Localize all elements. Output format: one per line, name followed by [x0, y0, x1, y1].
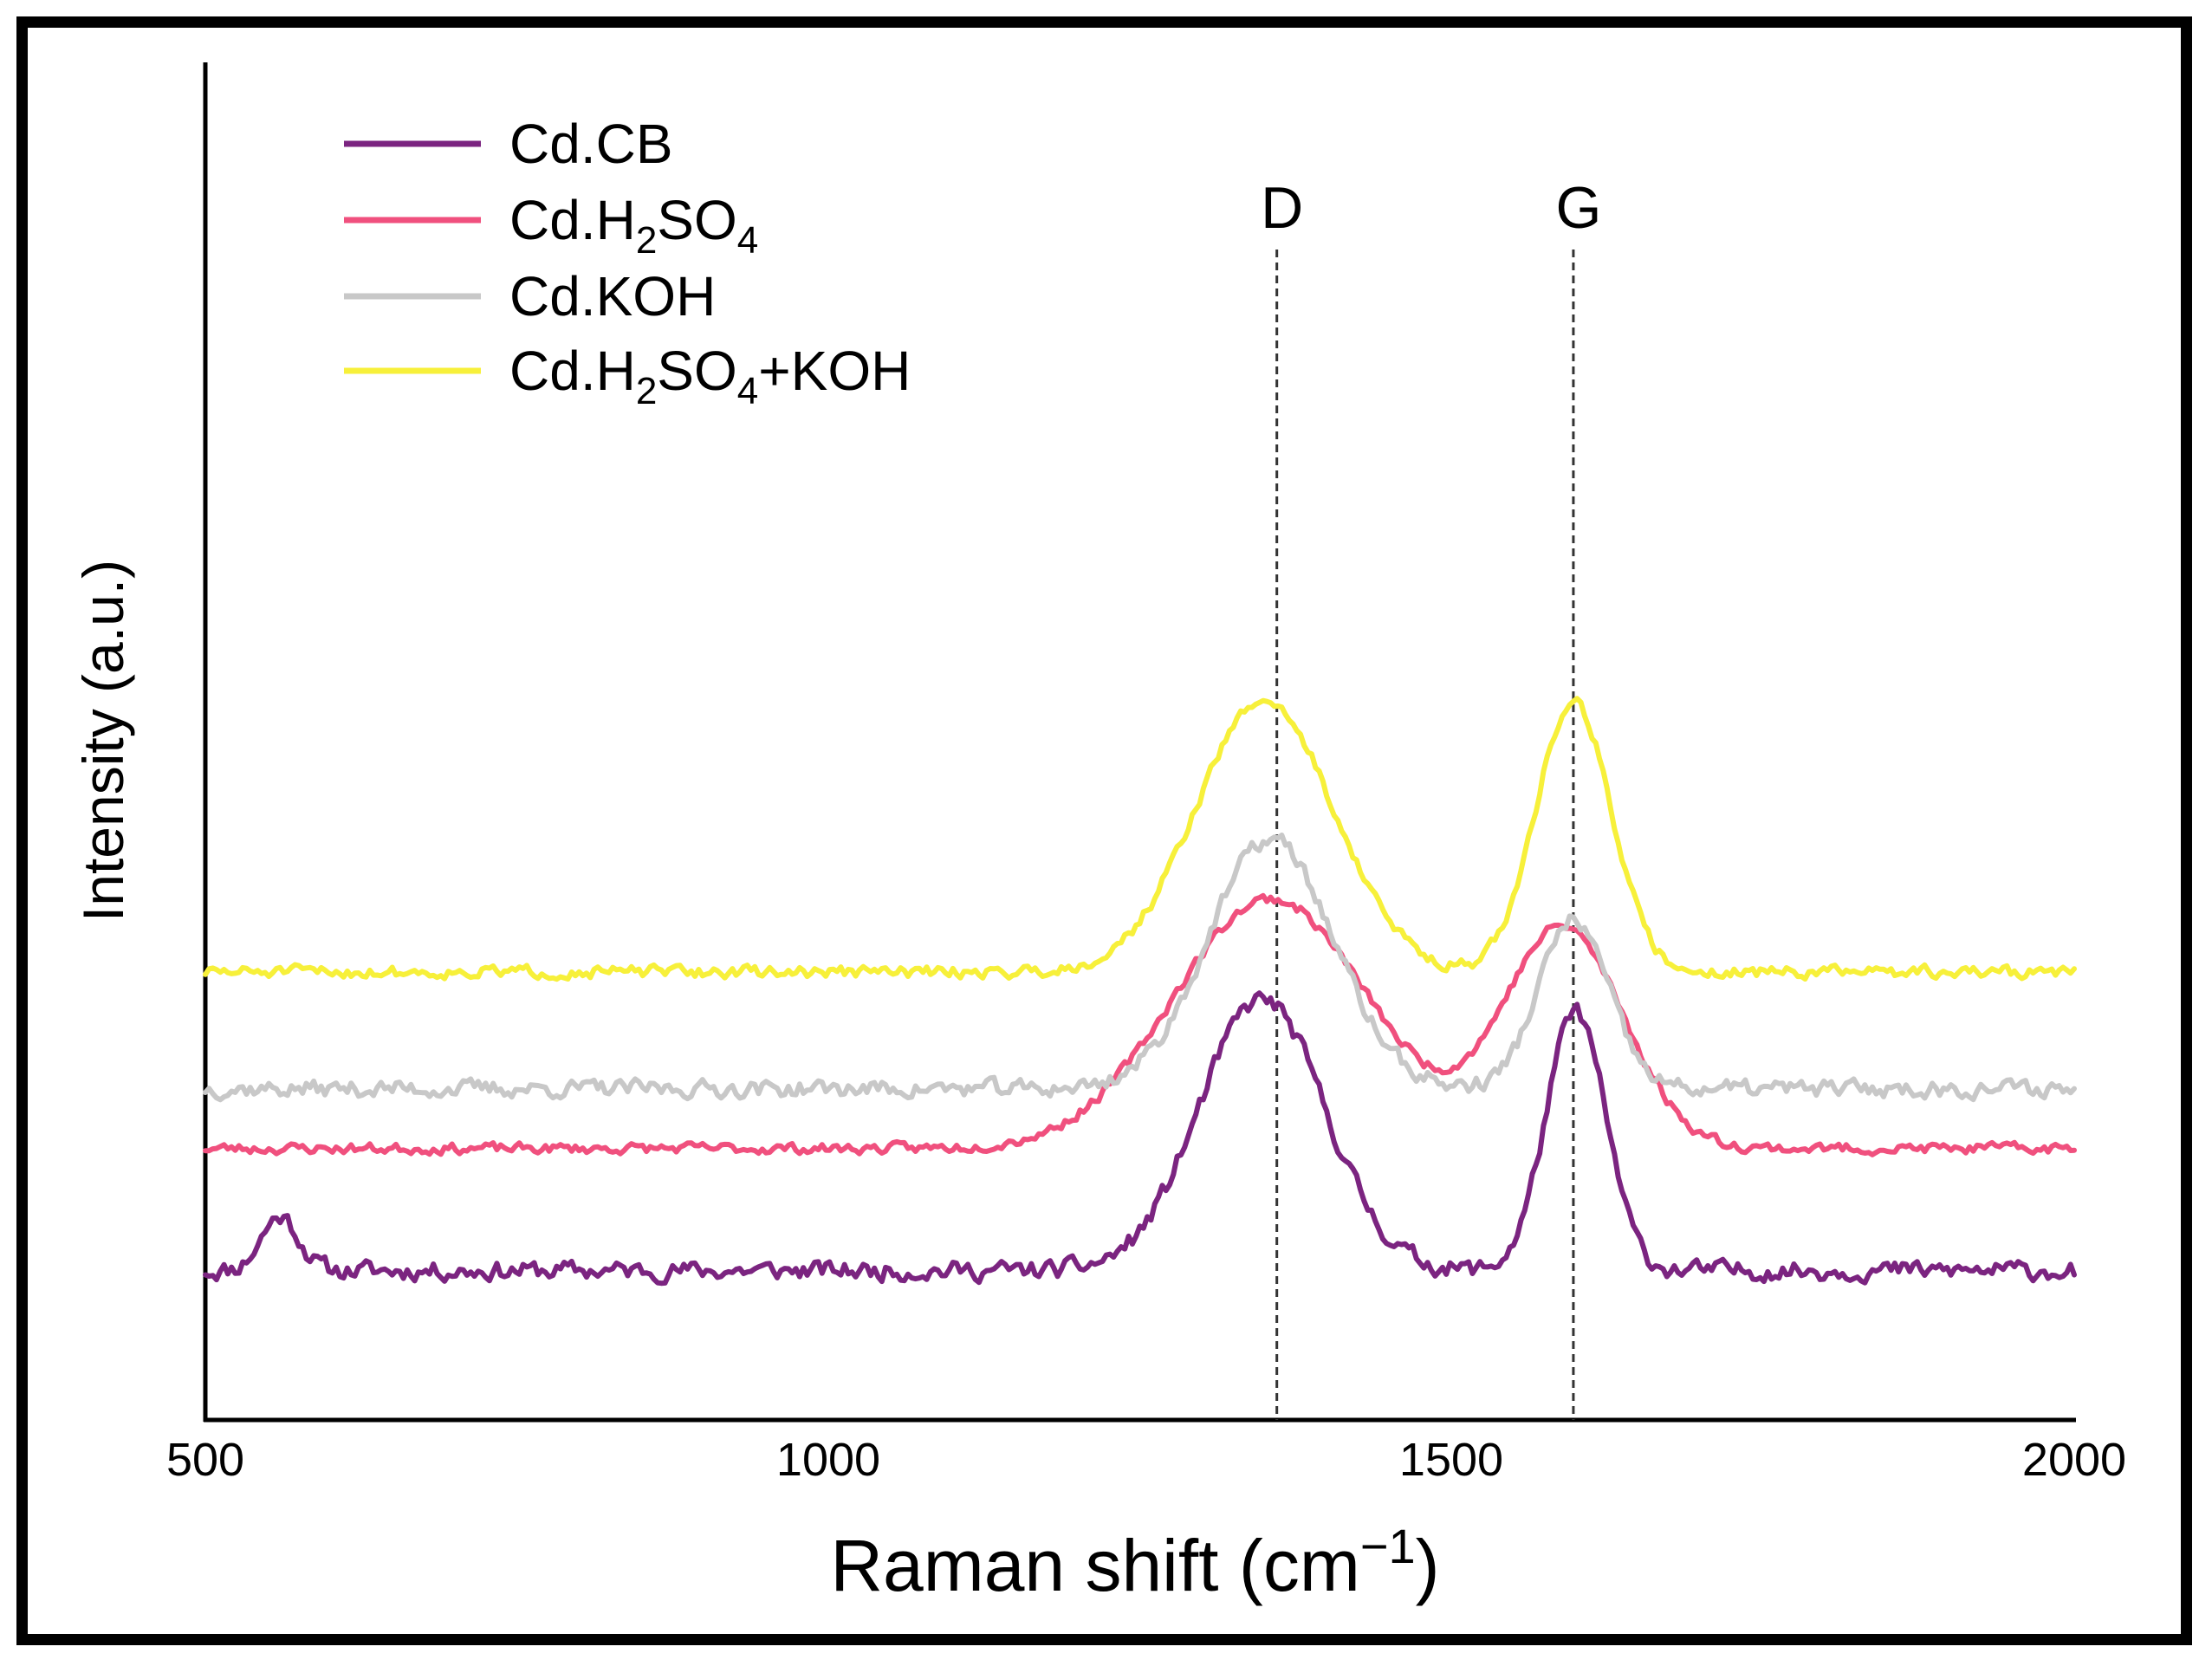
legend-label-3: Cd.H2SO4+KOH: [509, 340, 911, 412]
legend-label-1: Cd.H2SO4: [509, 189, 758, 262]
x-tick-label-500: 500: [166, 1434, 244, 1486]
x-axis-title: Raman shift (cm−1): [830, 1519, 1439, 1606]
peak-label-g: G: [1555, 175, 1601, 241]
y-axis-title: Intensity (a.u.): [71, 560, 135, 922]
figure-frame: [16, 16, 2192, 1645]
series-line-3: [203, 696, 2077, 982]
legend-label-2: Cd.KOH: [509, 265, 716, 327]
x-tick-label-1000: 1000: [776, 1434, 880, 1486]
series-line-2: [203, 833, 2077, 1103]
legend-label-0: Cd.CB: [509, 113, 673, 175]
x-tick-labels: 500 1000 1500 2000: [166, 1434, 2126, 1486]
peak-label-d: D: [1261, 175, 1303, 241]
x-tick-label-1500: 1500: [1399, 1434, 1503, 1486]
series-lines: [203, 696, 2077, 1287]
series-line-1: [203, 892, 2077, 1157]
x-tick-label-2000: 2000: [2022, 1434, 2126, 1486]
series-line-0: [203, 990, 2077, 1287]
